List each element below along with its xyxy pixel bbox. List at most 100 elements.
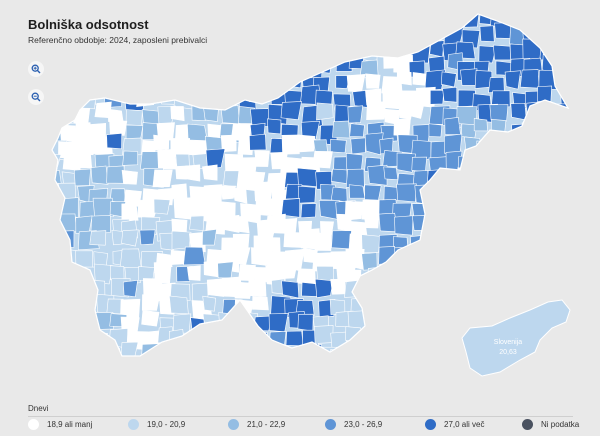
municipality[interactable] [475, 261, 494, 278]
municipality[interactable] [571, 300, 589, 315]
municipality[interactable] [90, 215, 111, 235]
municipality[interactable] [366, 101, 387, 121]
municipality[interactable] [364, 184, 382, 201]
zoom-out-button[interactable] [28, 89, 44, 105]
municipality[interactable] [96, 349, 117, 368]
municipality[interactable] [345, 249, 365, 270]
municipality[interactable] [409, 331, 430, 351]
municipality[interactable] [556, 330, 575, 350]
municipality[interactable] [94, 10, 112, 26]
municipality[interactable] [254, 150, 270, 167]
municipality[interactable] [396, 24, 412, 42]
municipality[interactable] [184, 23, 201, 40]
municipality[interactable] [46, 297, 67, 319]
municipality[interactable] [554, 247, 575, 268]
municipality[interactable] [410, 234, 430, 256]
municipality[interactable] [396, 152, 416, 173]
municipality[interactable] [509, 266, 528, 284]
legend-item-5[interactable]: 27,0 ali več [425, 419, 484, 430]
municipality[interactable] [345, 168, 365, 188]
municipality[interactable] [45, 233, 63, 250]
municipality[interactable] [331, 230, 352, 250]
municipality[interactable] [74, 136, 96, 156]
municipality[interactable] [558, 148, 575, 167]
municipality[interactable] [280, 101, 302, 120]
municipality[interactable] [524, 9, 539, 25]
municipality[interactable] [123, 37, 145, 58]
municipality[interactable] [191, 91, 208, 107]
municipality[interactable] [141, 293, 161, 311]
municipality[interactable] [175, 24, 194, 43]
municipality[interactable] [281, 54, 297, 71]
municipality[interactable] [45, 107, 60, 124]
municipality[interactable] [248, 332, 269, 352]
municipality[interactable] [106, 165, 126, 184]
municipality[interactable] [509, 151, 526, 168]
legend-item-4[interactable]: 23,0 - 26,9 [325, 419, 382, 430]
municipality[interactable] [63, 310, 82, 329]
municipality[interactable] [171, 183, 188, 200]
municipality[interactable] [569, 220, 586, 235]
municipality[interactable] [443, 276, 462, 297]
municipality[interactable] [367, 164, 388, 186]
municipality[interactable] [57, 87, 72, 104]
municipality[interactable] [206, 278, 224, 297]
municipality[interactable] [575, 89, 591, 106]
municipality[interactable] [558, 202, 575, 219]
municipality[interactable] [171, 230, 192, 250]
municipality[interactable] [57, 347, 77, 364]
municipality[interactable] [441, 218, 462, 238]
municipality[interactable] [367, 266, 383, 284]
municipality[interactable] [361, 234, 382, 253]
municipality[interactable] [575, 187, 593, 204]
municipality[interactable] [464, 285, 484, 306]
municipality[interactable] [430, 263, 448, 282]
municipality[interactable] [478, 200, 495, 219]
municipality[interactable] [203, 92, 223, 111]
municipality[interactable] [217, 53, 236, 71]
municipality[interactable] [411, 283, 430, 300]
municipality[interactable] [239, 328, 254, 345]
municipality[interactable] [440, 299, 462, 322]
municipality[interactable] [78, 331, 98, 349]
municipality[interactable] [429, 40, 445, 58]
municipality[interactable] [413, 250, 434, 271]
municipality[interactable] [348, 184, 366, 199]
municipality[interactable] [477, 186, 497, 207]
municipality[interactable] [62, 332, 82, 352]
municipality[interactable] [505, 134, 522, 150]
municipality[interactable] [40, 244, 58, 263]
municipality[interactable] [504, 70, 521, 90]
municipality[interactable] [441, 230, 460, 248]
municipality[interactable] [42, 85, 64, 107]
municipality[interactable] [252, 54, 272, 74]
municipality[interactable] [73, 24, 93, 45]
municipality[interactable] [459, 296, 475, 313]
municipality[interactable] [301, 45, 323, 66]
municipality[interactable] [426, 198, 446, 219]
municipality[interactable] [569, 106, 585, 120]
municipalities[interactable] [40, 6, 594, 370]
municipality[interactable] [186, 265, 201, 281]
municipality[interactable] [121, 6, 141, 25]
municipality[interactable] [58, 55, 79, 75]
municipality[interactable] [344, 342, 365, 361]
municipality[interactable] [536, 21, 554, 38]
municipality[interactable] [396, 70, 412, 86]
municipality[interactable] [575, 55, 592, 71]
municipality[interactable] [569, 76, 587, 92]
municipality[interactable] [479, 152, 500, 173]
municipality[interactable] [152, 60, 171, 80]
municipality[interactable] [461, 234, 477, 253]
municipality[interactable] [492, 277, 507, 295]
municipality[interactable] [409, 269, 428, 289]
municipality[interactable] [330, 278, 346, 295]
municipality[interactable] [554, 235, 576, 258]
municipality[interactable] [171, 346, 187, 361]
municipality[interactable] [396, 7, 416, 28]
municipality[interactable] [384, 343, 404, 362]
municipality[interactable] [233, 215, 250, 234]
municipality[interactable] [559, 75, 574, 91]
municipality[interactable] [464, 136, 484, 156]
municipality[interactable] [538, 186, 554, 201]
